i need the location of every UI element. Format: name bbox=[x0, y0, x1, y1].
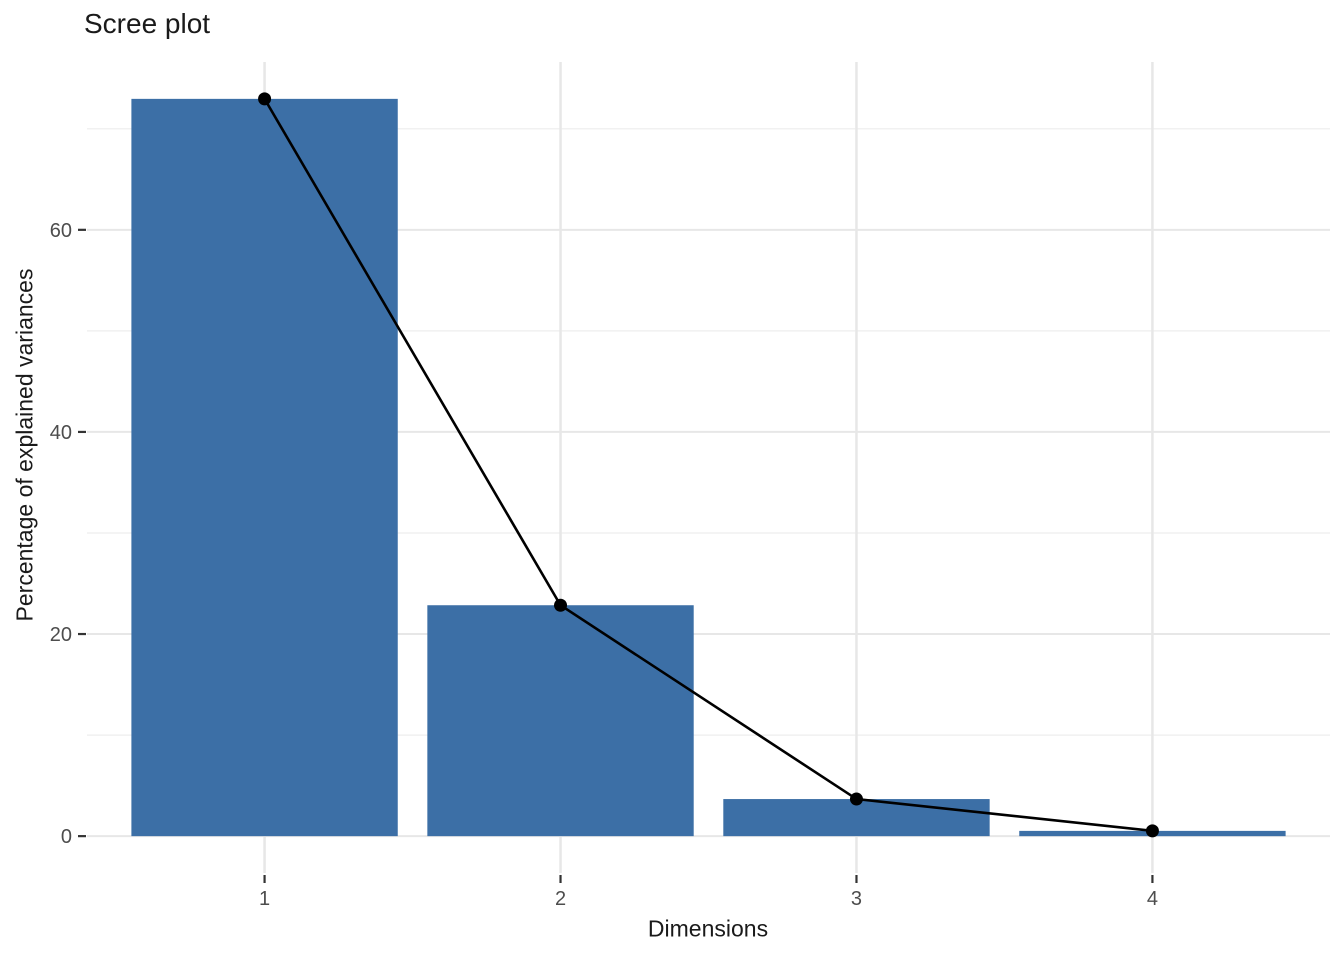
y-axis-tick-label: 20 bbox=[50, 624, 72, 646]
data-point-dimension-3 bbox=[849, 792, 863, 806]
data-point-dimension-2 bbox=[554, 598, 568, 612]
x-axis-tick-label: 1 bbox=[259, 888, 270, 910]
x-axis-tick-label: 3 bbox=[851, 888, 862, 910]
bar-dimension-2 bbox=[427, 605, 694, 837]
scree-line bbox=[263, 98, 1153, 833]
x-axis-tick-label: 2 bbox=[555, 888, 566, 910]
bar-dimension-1 bbox=[131, 98, 398, 837]
y-axis-tick-label: 0 bbox=[61, 826, 72, 848]
data-point-dimension-4 bbox=[1145, 824, 1159, 838]
y-axis-title: Percentage of explained variances bbox=[11, 268, 38, 622]
x-axis-tick-label: 4 bbox=[1147, 888, 1158, 910]
y-axis-tick-label: 60 bbox=[50, 220, 72, 242]
plot-title: Scree plot bbox=[84, 8, 211, 39]
y-axis-tick-label: 40 bbox=[50, 422, 72, 444]
data-point-dimension-1 bbox=[258, 92, 272, 106]
x-axis-title: Dimensions bbox=[647, 915, 769, 942]
